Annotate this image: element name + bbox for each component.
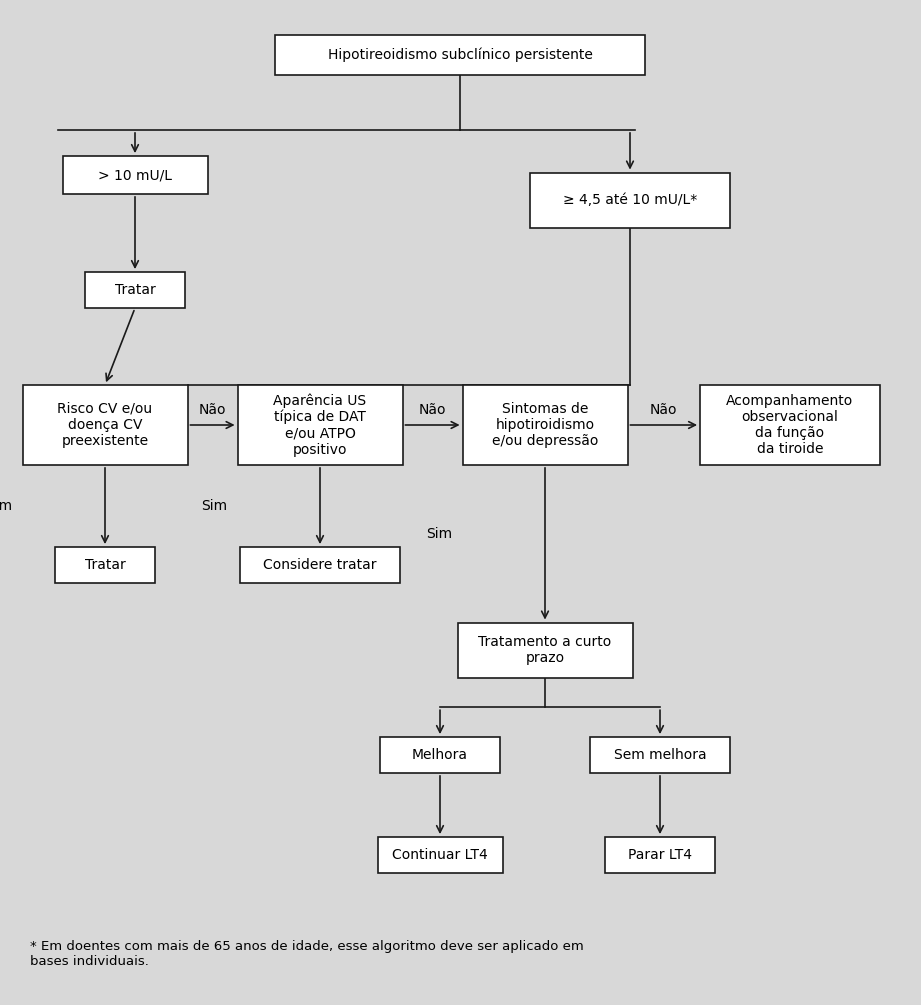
Text: > 10 mU/L: > 10 mU/L <box>98 168 172 182</box>
FancyBboxPatch shape <box>85 272 185 308</box>
Text: Tratar: Tratar <box>85 558 125 572</box>
Text: Sim: Sim <box>426 527 452 541</box>
Text: * Em doentes com mais de 65 anos de idade, esse algoritmo deve ser aplicado em
b: * Em doentes com mais de 65 anos de idad… <box>30 940 584 968</box>
Text: Melhora: Melhora <box>412 748 468 762</box>
Text: Risco CV e/ou
doença CV
preexistente: Risco CV e/ou doença CV preexistente <box>57 402 153 448</box>
FancyBboxPatch shape <box>63 156 207 194</box>
Text: Não: Não <box>199 403 227 417</box>
Text: Aparência US
típica de DAT
e/ou ATPO
positivo: Aparência US típica de DAT e/ou ATPO pos… <box>274 393 367 457</box>
FancyBboxPatch shape <box>458 622 633 677</box>
FancyBboxPatch shape <box>462 385 627 465</box>
Text: Tratamento a curto
prazo: Tratamento a curto prazo <box>478 635 612 665</box>
Text: Hipotireoidismo subclínico persistente: Hipotireoidismo subclínico persistente <box>328 48 592 62</box>
Text: Acompanhamento
observacional
da função
da tiroide: Acompanhamento observacional da função d… <box>727 394 854 456</box>
Text: Considere tratar: Considere tratar <box>263 558 377 572</box>
Text: Sem melhora: Sem melhora <box>613 748 706 762</box>
Text: Sim: Sim <box>0 499 13 513</box>
FancyBboxPatch shape <box>378 837 503 873</box>
FancyBboxPatch shape <box>238 385 402 465</box>
Text: Sintomas de
hipotiroidismo
e/ou depressão: Sintomas de hipotiroidismo e/ou depressã… <box>492 402 598 448</box>
FancyBboxPatch shape <box>240 547 400 583</box>
FancyBboxPatch shape <box>605 837 715 873</box>
FancyBboxPatch shape <box>530 173 730 227</box>
FancyBboxPatch shape <box>590 737 730 773</box>
Text: Continuar LT4: Continuar LT4 <box>392 848 488 862</box>
FancyBboxPatch shape <box>22 385 188 465</box>
FancyBboxPatch shape <box>700 385 880 465</box>
FancyBboxPatch shape <box>380 737 500 773</box>
FancyBboxPatch shape <box>55 547 155 583</box>
Text: Não: Não <box>419 403 447 417</box>
Text: Parar LT4: Parar LT4 <box>628 848 692 862</box>
FancyBboxPatch shape <box>275 35 645 75</box>
Text: Sim: Sim <box>202 499 227 513</box>
Text: Tratar: Tratar <box>114 283 156 297</box>
Text: Não: Não <box>650 403 678 417</box>
Text: ≥ 4,5 até 10 mU/L*: ≥ 4,5 até 10 mU/L* <box>563 193 697 207</box>
